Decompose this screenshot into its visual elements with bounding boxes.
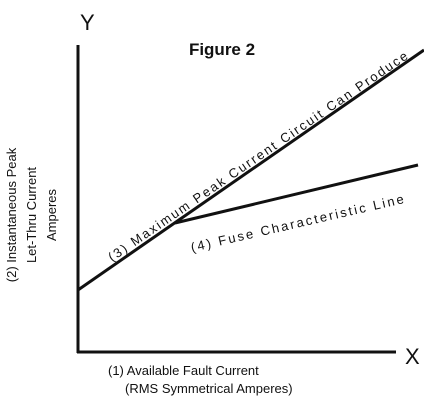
y-label-line: Let-Thru Current [24, 167, 39, 263]
figure-title: Figure 2 [189, 40, 255, 59]
y-label-line: Amperes [44, 188, 59, 241]
y-letter: Y [80, 10, 95, 35]
x-label-line: (1) Available Fault Current [108, 363, 259, 378]
fuse-line [174, 163, 419, 225]
max-peak-line [77, 48, 424, 292]
y-label-line: (2) Instantaneous Peak [4, 147, 19, 282]
x-letter: X [405, 344, 420, 369]
line-4-label: (4) Fuse Characteristic Line [189, 191, 405, 255]
x-label-line: (RMS Symmetrical Amperes) [125, 381, 293, 396]
y-label: (2) Instantaneous Peak Let-Thru Current … [4, 147, 59, 282]
